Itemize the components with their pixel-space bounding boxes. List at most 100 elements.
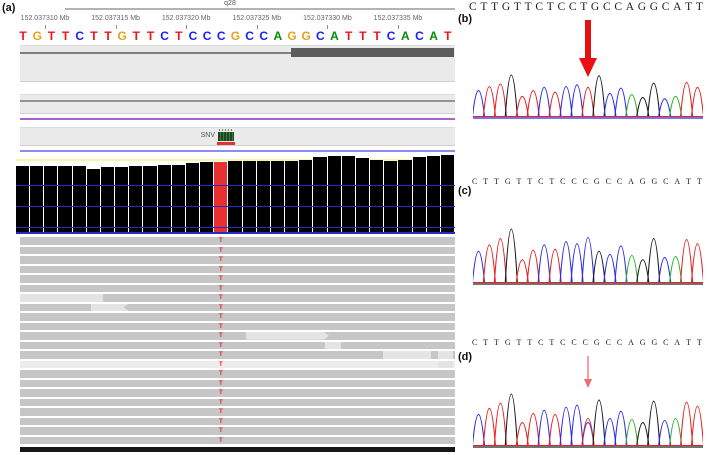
trace-peak bbox=[526, 412, 540, 446]
panel-a-label: (a) bbox=[2, 2, 16, 14]
trace-peak bbox=[592, 75, 606, 117]
snv-track: SNV bbox=[20, 127, 455, 146]
snv-variant-red-bar bbox=[217, 142, 235, 145]
trace-peak bbox=[625, 255, 639, 283]
sanger-base: C bbox=[602, 1, 611, 13]
trace-peak bbox=[680, 239, 694, 283]
ruler-tick-label: 152.037325 Mb bbox=[232, 15, 282, 22]
read-mismatch-base: T bbox=[218, 341, 223, 349]
read-mismatch-base: T bbox=[218, 322, 223, 330]
reference-base: T bbox=[345, 29, 353, 43]
sanger-base: T bbox=[516, 338, 522, 347]
ruler-tick-label: 152.037310 Mb bbox=[20, 15, 70, 22]
trace-peak bbox=[603, 93, 617, 117]
read-mismatch-base: T bbox=[218, 398, 223, 406]
variant-arrow-d bbox=[584, 356, 592, 388]
read-row: T bbox=[20, 237, 455, 245]
trace-peak bbox=[625, 419, 639, 446]
read-mismatch-base: T bbox=[218, 360, 223, 368]
sanger-base: C bbox=[571, 338, 577, 347]
snv-variant-icon bbox=[218, 132, 234, 141]
coverage-track bbox=[16, 153, 455, 234]
coverage-bar bbox=[200, 161, 214, 232]
reference-base: G bbox=[230, 29, 241, 43]
read-row: T bbox=[20, 351, 455, 359]
trace-peak bbox=[592, 250, 606, 283]
sanger-base: T bbox=[580, 1, 588, 13]
reference-base: T bbox=[444, 29, 452, 43]
trace-peak bbox=[614, 245, 628, 283]
trace-peak bbox=[690, 243, 703, 283]
ruler-tick bbox=[186, 25, 188, 29]
sanger-base: T bbox=[524, 1, 532, 13]
sanger-base: C bbox=[663, 177, 669, 186]
trace-peak bbox=[603, 254, 617, 283]
chromatogram-d bbox=[473, 393, 703, 448]
coverage-bar bbox=[16, 165, 30, 232]
read-row: T bbox=[20, 341, 455, 350]
gene-exon-bar bbox=[291, 48, 454, 57]
sanger-base: T bbox=[696, 177, 702, 186]
trace-peak bbox=[504, 74, 518, 117]
trace-peak bbox=[647, 82, 661, 117]
sanger-base: C bbox=[663, 338, 669, 347]
reference-base: T bbox=[146, 29, 155, 43]
coverage-bar bbox=[129, 165, 143, 232]
read-mismatch-base: T bbox=[218, 389, 223, 396]
trace-peak bbox=[515, 422, 529, 446]
ruler-track: 152.037310 Mb 152.037315 Mb 152.037320 Mb 1… bbox=[0, 14, 455, 30]
sanger-base: T bbox=[695, 1, 703, 13]
read-row: T bbox=[20, 417, 455, 426]
read-mismatch-base: T bbox=[218, 265, 223, 273]
sanger-base: C bbox=[538, 177, 544, 186]
trace-peak bbox=[647, 400, 661, 446]
sanger-base: C bbox=[560, 177, 566, 186]
trace-peak bbox=[559, 85, 573, 117]
ruler-tick-label: 152.037330 Mb bbox=[303, 15, 352, 22]
trace-peak bbox=[548, 413, 562, 446]
read-mismatch-base: T bbox=[218, 370, 223, 377]
trace-peak bbox=[592, 399, 606, 446]
coverage-bar bbox=[242, 161, 256, 232]
trace-peak bbox=[658, 98, 672, 117]
read-segment bbox=[383, 351, 432, 359]
trace-peak bbox=[647, 238, 661, 283]
trace-peak bbox=[680, 401, 694, 446]
sanger-base: G bbox=[651, 338, 658, 347]
ruler-tick bbox=[45, 25, 46, 29]
read-row: T bbox=[20, 294, 455, 302]
reference-base: C bbox=[202, 29, 212, 43]
coverage-bar bbox=[398, 160, 412, 232]
chromosome-ideogram-line bbox=[65, 8, 455, 10]
sanger-base: G bbox=[639, 177, 646, 186]
coverage-bar bbox=[440, 155, 454, 232]
read-mismatch-base: T bbox=[218, 256, 223, 263]
read-row: T bbox=[20, 360, 455, 369]
read-mismatch-base: T bbox=[218, 303, 223, 311]
ruler-tick bbox=[115, 25, 117, 29]
trace-peak bbox=[581, 87, 595, 117]
trace-peak bbox=[473, 90, 486, 117]
read-row: T bbox=[20, 398, 455, 407]
trace-peak bbox=[669, 95, 683, 117]
coverage-bar bbox=[157, 164, 171, 232]
sanger-base: A bbox=[628, 338, 634, 347]
reference-base: G bbox=[287, 29, 297, 43]
reference-base: T bbox=[47, 29, 56, 43]
sanger-base: G bbox=[504, 338, 511, 347]
trace-peak bbox=[581, 418, 595, 446]
reference-base: C bbox=[316, 29, 325, 43]
trace-peak bbox=[515, 95, 529, 117]
reference-base: T bbox=[104, 29, 112, 43]
reference-base: C bbox=[160, 29, 169, 43]
sanger-base: C bbox=[472, 338, 478, 347]
trace-peak bbox=[526, 90, 540, 117]
read-row: T bbox=[20, 332, 455, 340]
sanger-base: A bbox=[628, 177, 634, 186]
read-segment bbox=[438, 360, 453, 369]
arrow-shape bbox=[579, 20, 597, 77]
snv-variant-tick-marks-icon bbox=[219, 129, 233, 131]
trace-peak bbox=[537, 244, 551, 283]
